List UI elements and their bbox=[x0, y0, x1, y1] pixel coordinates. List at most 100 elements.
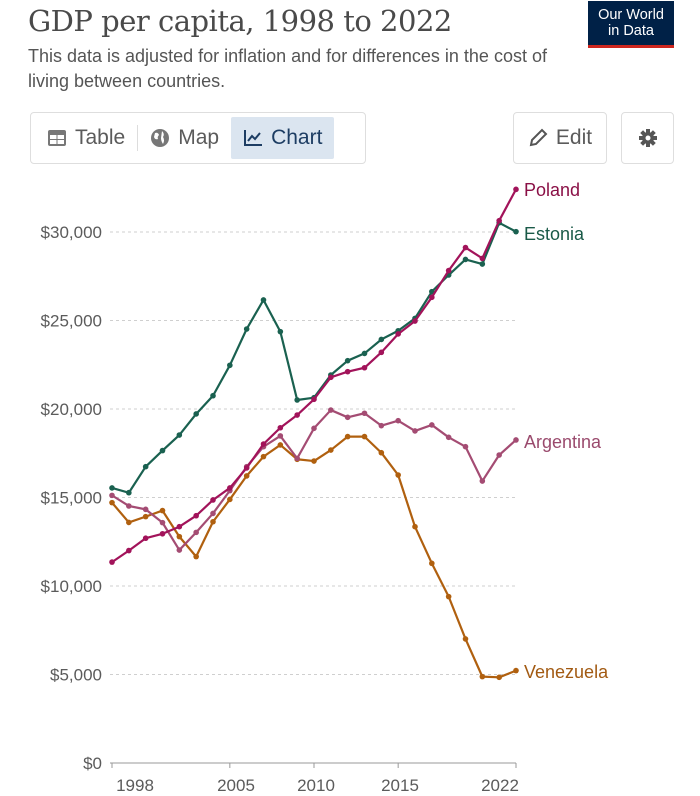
data-point bbox=[142, 513, 149, 520]
data-point bbox=[479, 673, 486, 680]
globe-icon bbox=[151, 129, 170, 147]
logo-line-1: Our World bbox=[598, 7, 664, 23]
series-poland: Poland bbox=[109, 180, 580, 565]
data-point bbox=[176, 547, 183, 553]
data-point bbox=[193, 529, 199, 536]
data-point bbox=[378, 449, 385, 456]
series-estonia: Estonia bbox=[109, 219, 585, 496]
data-point bbox=[429, 422, 435, 428]
edit-button[interactable]: Edit bbox=[513, 112, 607, 164]
data-point bbox=[243, 326, 250, 332]
data-point bbox=[445, 267, 452, 274]
data-point bbox=[109, 559, 115, 565]
data-point bbox=[126, 547, 132, 554]
data-point bbox=[361, 350, 368, 357]
data-point bbox=[126, 519, 132, 526]
data-point bbox=[462, 256, 469, 263]
data-point bbox=[277, 442, 284, 448]
series-label: Argentina bbox=[524, 432, 602, 452]
data-point bbox=[294, 412, 300, 418]
view-tabs: Table Map Chart bbox=[30, 112, 366, 164]
data-point bbox=[109, 492, 115, 499]
data-point bbox=[277, 433, 284, 439]
data-point bbox=[445, 593, 452, 600]
data-point bbox=[193, 553, 199, 560]
data-point bbox=[210, 392, 216, 399]
data-point bbox=[344, 414, 351, 421]
tab-chart-label: Chart bbox=[271, 126, 323, 149]
data-point bbox=[210, 518, 216, 525]
data-point bbox=[260, 297, 267, 303]
data-point bbox=[496, 452, 502, 458]
logo-line-2: in Data bbox=[608, 23, 654, 39]
x-tick-label: 2005 bbox=[217, 776, 255, 795]
data-point bbox=[361, 410, 368, 417]
tab-chart[interactable]: Chart bbox=[231, 117, 335, 159]
data-point bbox=[479, 261, 486, 267]
data-point bbox=[109, 499, 115, 506]
data-point bbox=[378, 349, 385, 356]
page-title: GDP per capita, 1998 to 2022 bbox=[28, 4, 452, 38]
data-point bbox=[395, 417, 401, 424]
tab-map[interactable]: Map bbox=[138, 117, 231, 159]
chart-subtitle: This data is adjusted for inflation and … bbox=[28, 46, 547, 91]
data-point bbox=[344, 357, 351, 364]
data-point bbox=[412, 318, 418, 324]
tab-table-label: Table bbox=[75, 126, 126, 149]
settings-button[interactable] bbox=[621, 112, 674, 164]
data-point bbox=[294, 455, 300, 462]
data-point bbox=[513, 186, 519, 193]
gear-icon bbox=[638, 129, 657, 147]
x-tick-label: 2015 bbox=[381, 776, 419, 795]
data-point bbox=[513, 437, 519, 443]
y-tick-label: $10,000 bbox=[41, 577, 102, 596]
data-point bbox=[159, 507, 166, 514]
data-point bbox=[412, 428, 418, 434]
data-point bbox=[142, 463, 149, 470]
y-tick-label: $5,000 bbox=[50, 666, 102, 685]
data-point bbox=[311, 396, 317, 403]
data-point bbox=[311, 425, 317, 432]
y-tick-label: $0 bbox=[83, 754, 102, 773]
data-point bbox=[227, 496, 233, 503]
series-label: Poland bbox=[524, 180, 580, 200]
data-point bbox=[142, 535, 149, 542]
data-point bbox=[176, 523, 183, 530]
data-point bbox=[445, 434, 452, 441]
owid-logo[interactable]: Our World in Data bbox=[588, 1, 674, 48]
data-point bbox=[395, 331, 401, 337]
tab-table[interactable]: Table bbox=[35, 117, 137, 159]
line-chart-icon bbox=[244, 130, 263, 146]
data-point bbox=[429, 294, 435, 301]
series-line bbox=[111, 188, 517, 564]
data-point bbox=[344, 433, 351, 440]
data-point bbox=[361, 433, 368, 440]
data-point bbox=[344, 368, 351, 375]
series-argentina: Argentina bbox=[109, 407, 602, 553]
data-point bbox=[361, 364, 368, 371]
pencil-icon bbox=[529, 128, 548, 147]
data-point bbox=[496, 217, 502, 224]
series-line bbox=[111, 221, 517, 494]
data-point bbox=[227, 362, 233, 369]
data-point bbox=[328, 374, 334, 381]
data-point bbox=[395, 472, 401, 478]
series-label: Estonia bbox=[524, 224, 585, 244]
data-point bbox=[243, 473, 250, 479]
data-point bbox=[277, 328, 284, 335]
data-point bbox=[260, 453, 267, 460]
y-tick-label: $30,000 bbox=[41, 223, 102, 242]
table-icon bbox=[48, 130, 66, 146]
data-point bbox=[210, 497, 216, 503]
data-point bbox=[378, 336, 385, 343]
data-point bbox=[227, 485, 233, 491]
data-point bbox=[159, 447, 166, 454]
data-point bbox=[496, 674, 502, 681]
series-line bbox=[111, 435, 517, 679]
data-point bbox=[479, 478, 486, 484]
data-point bbox=[142, 506, 149, 513]
data-point bbox=[479, 255, 486, 262]
data-point bbox=[513, 228, 519, 235]
y-tick-label: $15,000 bbox=[41, 489, 102, 508]
